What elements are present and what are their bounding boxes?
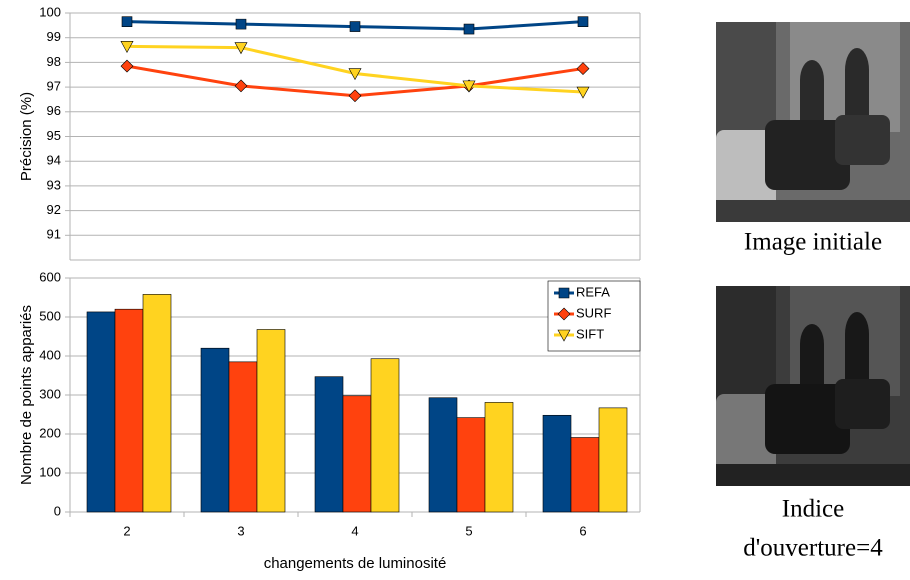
marker [120, 41, 134, 53]
y-tick-label: 100 [39, 464, 61, 479]
marker [121, 16, 133, 27]
x-tick-label: 6 [579, 523, 586, 538]
marker [234, 42, 248, 55]
y-tick-label: 98 [47, 54, 61, 69]
marker [349, 21, 361, 32]
bar [598, 407, 628, 513]
bar [142, 294, 172, 513]
bar [256, 329, 286, 513]
legend-label: REFA [576, 284, 610, 299]
x-tick-label: 2 [123, 523, 130, 538]
marker [462, 80, 476, 93]
bar [314, 376, 344, 513]
marker [234, 79, 248, 93]
legend-marker [558, 287, 570, 299]
y-tick-label: 94 [47, 153, 61, 168]
y-tick-label: 96 [47, 103, 61, 118]
marker [576, 86, 590, 99]
y-axis-label: Précision (%) [18, 92, 35, 181]
image-caption: Indice [782, 496, 844, 523]
photo-aperture [716, 286, 910, 486]
x-tick-label: 4 [351, 523, 358, 538]
bar [86, 311, 116, 513]
marker [348, 68, 362, 81]
y-tick-label: 93 [47, 177, 61, 192]
legend-label: SIFT [576, 326, 604, 341]
y-tick-label: 92 [47, 202, 61, 217]
y-tick-label: 95 [47, 128, 61, 143]
bar [228, 361, 258, 513]
y-tick-label: 100 [39, 4, 61, 19]
marker [235, 18, 247, 30]
y-tick-label: 600 [39, 269, 61, 284]
bar [428, 397, 458, 513]
bar [456, 417, 486, 513]
y-tick-label: 99 [47, 29, 61, 44]
x-tick-label: 3 [237, 523, 244, 538]
legend-marker [557, 307, 571, 321]
legend-label: SURF [576, 305, 611, 320]
bar [542, 414, 572, 513]
y-tick-label: 500 [39, 308, 61, 323]
bar [342, 395, 372, 513]
x-tick-label: 5 [465, 523, 472, 538]
marker [348, 89, 362, 103]
marker [463, 23, 475, 35]
bar [570, 437, 600, 513]
bar [484, 402, 514, 513]
bar [114, 308, 144, 513]
y-tick-label: 0 [54, 503, 61, 518]
y-tick-label: 97 [47, 79, 61, 94]
image-caption: d'ouverture=4 [743, 535, 883, 562]
marker [577, 16, 589, 27]
y-tick-label: 200 [39, 425, 61, 440]
y-tick-label: 400 [39, 347, 61, 362]
marker [120, 59, 134, 73]
x-axis-label: changements de luminosité [264, 555, 447, 572]
legend-marker [557, 329, 571, 342]
bar [370, 358, 400, 513]
marker [576, 62, 590, 75]
y-tick-label: 91 [47, 227, 61, 242]
bar [200, 347, 230, 513]
y-tick-label: 300 [39, 386, 61, 401]
y-axis-label: Nombre de points appariés [18, 305, 35, 485]
photo-initial [716, 22, 910, 222]
image-caption: Image initiale [744, 229, 882, 256]
